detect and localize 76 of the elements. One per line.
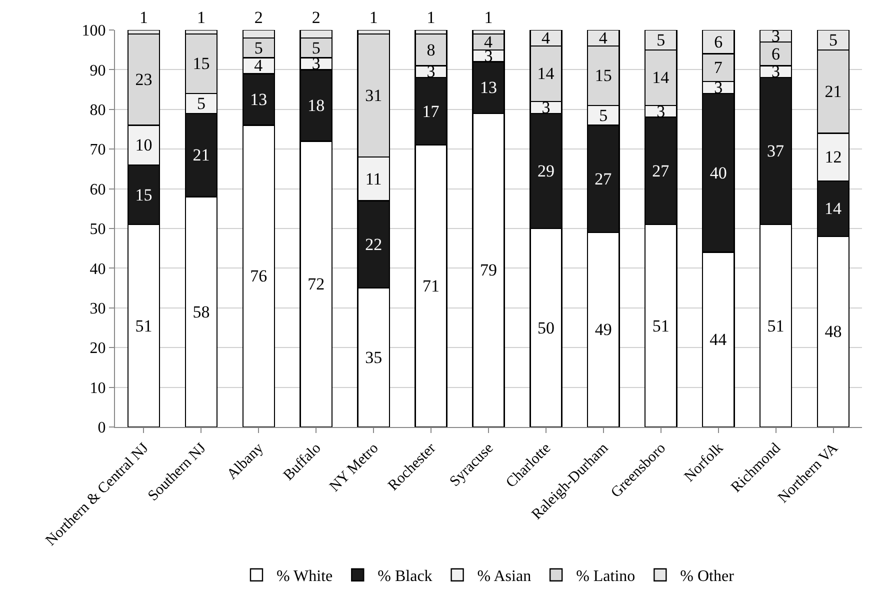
data-label: 51	[652, 316, 670, 336]
data-label: 76	[250, 266, 268, 286]
data-label: 35	[365, 348, 382, 368]
data-label: 4	[541, 28, 550, 48]
data-label: 14	[652, 68, 670, 88]
data-label: 50	[537, 318, 554, 338]
data-label: 5	[254, 38, 263, 58]
data-label: 3	[542, 98, 550, 117]
y-tick-label: 10	[90, 380, 106, 397]
legend-label: % White	[276, 568, 333, 586]
data-label: 1	[196, 8, 206, 27]
legend-label: % Other	[680, 568, 735, 586]
data-label: 5	[196, 94, 206, 113]
data-label: 5	[599, 106, 608, 125]
data-label: 51	[767, 316, 784, 336]
data-label: 3	[772, 26, 780, 46]
data-label: 40	[710, 163, 727, 182]
data-label: 15	[192, 54, 210, 74]
data-label: 15	[135, 185, 152, 204]
data-label: 72	[308, 274, 325, 294]
data-label: 4	[254, 56, 264, 76]
data-label: 18	[308, 96, 325, 115]
y-tick-label: 40	[90, 260, 106, 278]
data-label: 51	[135, 316, 152, 336]
y-tick-label: 90	[90, 62, 106, 80]
data-label: 27	[594, 169, 612, 188]
data-label: 27	[652, 161, 670, 180]
y-tick-label: 0	[98, 420, 106, 437]
data-label: 1	[484, 8, 493, 27]
data-label: 1	[369, 8, 378, 27]
data-label: 5	[829, 30, 838, 50]
data-label: 2	[254, 8, 263, 27]
data-label: 4	[484, 32, 493, 52]
data-label: 37	[767, 142, 785, 161]
data-label: 11	[365, 169, 382, 188]
data-label: 44	[710, 330, 728, 350]
data-label: 8	[426, 40, 436, 60]
data-label: 31	[365, 86, 382, 106]
y-tick-label: 80	[90, 102, 106, 119]
data-label: 49	[594, 320, 612, 340]
data-label: 3	[714, 78, 723, 98]
data-label: 58	[192, 302, 210, 322]
legend-label: % Black	[378, 568, 432, 586]
data-label: 10	[135, 136, 152, 155]
y-tick-label: 70	[90, 142, 106, 159]
data-label: 2	[312, 8, 320, 27]
y-tick-label: 30	[90, 300, 106, 318]
data-label: 22	[365, 234, 382, 254]
y-tick-label: 50	[90, 221, 106, 238]
y-tick-label: 100	[82, 22, 106, 40]
data-label: 71	[422, 276, 440, 296]
data-label: 6	[714, 32, 723, 52]
y-tick-label: 60	[90, 181, 106, 198]
data-label: 1	[426, 8, 436, 27]
data-label: 23	[135, 70, 152, 90]
data-label: 21	[192, 146, 210, 165]
legend-label: % Asian	[477, 568, 532, 586]
data-label: 13	[480, 78, 497, 98]
data-label: 12	[824, 148, 842, 167]
data-label: 21	[824, 82, 842, 102]
data-label: 79	[480, 260, 497, 280]
data-label: 14	[824, 199, 842, 218]
y-tick-label: 20	[90, 340, 106, 358]
data-label: 4	[598, 28, 608, 48]
data-label: 6	[772, 44, 780, 64]
data-label: 17	[422, 102, 440, 121]
legend-label: % Latino	[576, 568, 636, 586]
data-label: 48	[824, 322, 842, 342]
data-label: 1	[139, 8, 148, 27]
data-label: 5	[312, 38, 320, 58]
data-label: 29	[537, 161, 554, 180]
data-label: 7	[714, 58, 723, 78]
data-label: 15	[594, 66, 612, 86]
data-label: 13	[250, 90, 268, 109]
data-label: 14	[537, 64, 555, 84]
data-label: 5	[656, 30, 666, 50]
